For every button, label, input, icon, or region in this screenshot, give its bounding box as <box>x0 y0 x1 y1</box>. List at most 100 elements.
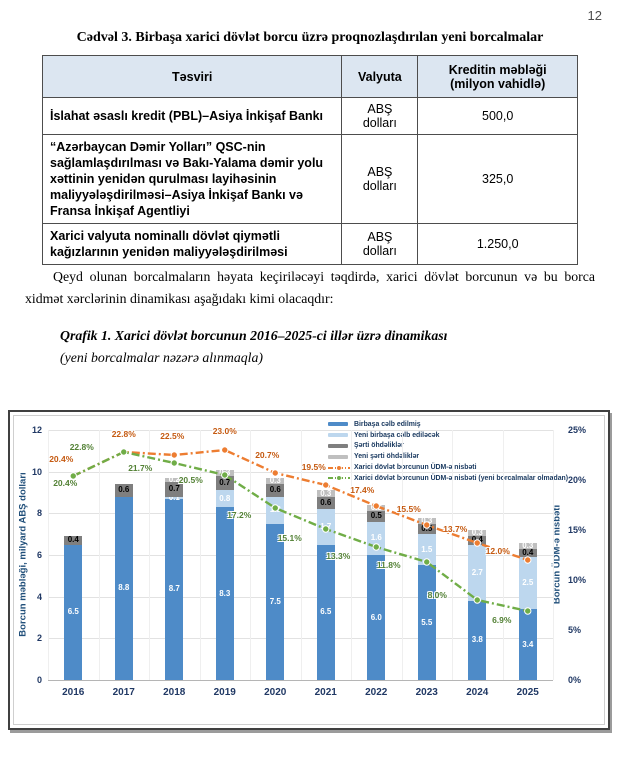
amount-cell: 325,0 <box>417 134 578 224</box>
body-paragraph: Qeyd olunan borcalmaların həyata keçiril… <box>25 269 595 307</box>
gridline-v <box>250 430 251 680</box>
legend-label: Xarici dövlət borcunun ÜDM-ə nisbəti (ye… <box>354 474 569 482</box>
line-data-label: 13.7% <box>443 524 468 534</box>
currency-cell: ABŞ dolları <box>341 223 419 265</box>
table-row: Xarici valyuta nominallı dövlət qiymətli… <box>41 223 578 265</box>
currency-cell: ABŞ dolları <box>341 134 419 224</box>
line-marker <box>170 459 178 467</box>
legend-swatch-icon <box>328 422 350 427</box>
bar-data-label: 6.5 <box>320 607 332 617</box>
legend-item: Yeni birbaşa cəlb ediləcək <box>328 430 568 441</box>
legend-swatch-icon <box>328 474 350 482</box>
bar-data-label: 1.7 <box>320 521 332 531</box>
bar-data-label: 0.7 <box>219 478 231 488</box>
amount-cell: 1.250,0 <box>417 223 578 265</box>
gridline-v <box>553 430 554 680</box>
x-axis-tick: 2025 <box>516 687 539 698</box>
bar-data-label: 0.6 <box>118 485 130 495</box>
line-data-label: 6.9% <box>492 615 512 625</box>
bar-swatch-icon <box>328 454 348 459</box>
header-currency: Valyuta <box>341 55 419 98</box>
gridline-v <box>401 430 403 680</box>
y-axis-tick-right: 5% <box>568 625 582 635</box>
bar-data-label: 0.3 <box>370 503 382 513</box>
bar-data-label: 0.7 <box>168 484 180 494</box>
bar-data-label: 5.5 <box>421 617 433 627</box>
header-desc: Təsviri <box>41 55 343 98</box>
legend-label: Birbaşa cəlb edilmiş <box>354 420 421 428</box>
line-swatch-icon <box>328 475 350 482</box>
x-axis-tick: 2023 <box>415 687 438 698</box>
y-axis-tick-left: 10 <box>31 466 42 477</box>
table-row: İslahat əsaslı kredit (PBL)–Asiya İnkişa… <box>41 97 578 135</box>
line-data-label: 17.2% <box>227 510 252 520</box>
x-axis-tick: 2024 <box>466 687 489 698</box>
page-number: 12 <box>587 8 602 23</box>
gridline-h <box>48 680 553 681</box>
bar-swatch-icon <box>328 422 348 427</box>
x-axis-tick: 2021 <box>314 687 337 698</box>
bar-data-label: 6.0 <box>370 612 382 622</box>
desc-cell: “Azərbaycan Dəmir Yolları” QSC-nin sağla… <box>41 134 343 224</box>
bar-data-label: 8.3 <box>219 588 231 598</box>
line-data-label: 23.0% <box>212 426 237 436</box>
bar-data-label: 3.4 <box>522 639 534 649</box>
line-marker <box>120 448 128 456</box>
gridline-v <box>48 430 49 680</box>
x-axis-tick: 2017 <box>112 687 135 698</box>
table-row: “Azərbaycan Dəmir Yolları” QSC-nin sağla… <box>41 134 578 224</box>
chart-area: Borcun məbləği, milyard ABŞ dolları Borc… <box>13 415 605 725</box>
legend-item: Yeni şərti öhdəliklər <box>328 451 568 462</box>
currency-cell: ABŞ dolları <box>341 97 419 135</box>
line-data-label: 15.1% <box>277 533 302 543</box>
legend: Birbaşa cəlb edilmiş Yeni birbaşa cəlb ed… <box>328 419 568 484</box>
line-data-label: 20.4% <box>53 478 78 488</box>
line-marker <box>221 446 229 454</box>
legend-label: Yeni şərti öhdəliklər <box>354 453 420 461</box>
legend-label: Şərti öhdəliklər <box>354 442 404 450</box>
line-data-label: 8.0% <box>427 590 447 600</box>
y-axis-tick-right: 0% <box>568 675 582 685</box>
y-axis-tick-left: 12 <box>31 425 42 435</box>
line-data-label: 19.5% <box>301 462 326 472</box>
gridline-v <box>452 430 453 680</box>
bar-data-label: 0.4 <box>67 535 79 545</box>
chart-figure: Borcun məbləği, milyard ABŞ dolları Borc… <box>8 410 610 730</box>
bar-data-label: 1.3 <box>269 505 281 515</box>
line-data-label: 20.4% <box>49 454 74 464</box>
y-axis-tick-right: 15% <box>568 525 587 535</box>
table-header-row: Təsviri Valyuta Kreditin məbləği (milyon… <box>41 55 578 98</box>
line-marker <box>120 448 128 456</box>
bar-data-label: 7.5 <box>269 596 281 606</box>
header-amount: Kreditin məbləği (milyon vahidlə) <box>417 55 578 98</box>
bar-data-label: 1.5 <box>421 544 433 554</box>
bar-swatch-icon <box>328 443 348 448</box>
bar-data-label: 0.3 <box>219 467 231 477</box>
legend-label: Yeni birbaşa cəlb ediləcək <box>354 431 440 439</box>
line-data-label: 13.3% <box>326 551 351 561</box>
line-marker <box>170 451 178 459</box>
chart-caption-title: Qrafik 1. Xarici dövlət borcunun 2016–20… <box>60 328 448 343</box>
bar-data-label: 3.8 <box>471 635 483 645</box>
gridline-v <box>199 430 201 680</box>
bar-data-label: 0.8 <box>219 493 231 503</box>
line-data-label: 17.4% <box>350 485 375 495</box>
y-axis-tick-right: 20% <box>568 475 587 485</box>
gridline-v <box>98 430 100 680</box>
x-axis-tick: 2016 <box>62 687 85 698</box>
legend-swatch-icon <box>328 433 350 438</box>
bar-swatch-icon <box>328 433 348 438</box>
bar-data-label: 0.6 <box>320 497 332 507</box>
legend-label: Xarici dövlət borcunun ÜDM-ə nisbəti <box>354 464 477 472</box>
y-axis-tick-left: 6 <box>36 550 42 560</box>
bar-data-label: 0.3 <box>320 488 332 498</box>
legend-swatch-icon <box>328 443 350 448</box>
line-data-label: 22.8% <box>111 429 136 439</box>
bar-segment <box>518 609 537 680</box>
legend-item: Xarici dövlət borcunun ÜDM-ə nisbəti (ye… <box>328 473 568 484</box>
chart-caption-subtitle: (yeni borcalmalar nəzərə alınmaqla) <box>60 350 263 365</box>
bar-data-label: 2.7 <box>471 567 483 577</box>
line-data-label: 22.8% <box>69 442 94 452</box>
bar-data-label: 8.7 <box>168 584 180 594</box>
x-axis-tick: 2018 <box>163 687 186 698</box>
